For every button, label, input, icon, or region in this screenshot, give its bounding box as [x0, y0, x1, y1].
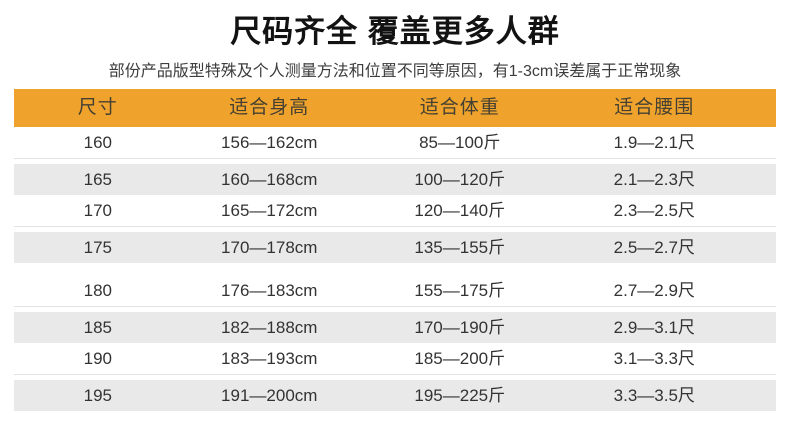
table-cell: 3.1—3.3尺 [613, 349, 695, 368]
table-cell: 2.5—2.7尺 [613, 238, 695, 257]
table-cell: 100—120斤 [414, 170, 506, 189]
column-header-weight: 适合体重 [419, 97, 500, 118]
table-cell: 191—200cm [221, 386, 318, 405]
size-chart-page: 尺码齐全 覆盖更多人群 部份产品版型特殊及个人测量方法和位置不同等原因，有1-3… [0, 14, 790, 444]
table-cell: 175 [83, 238, 112, 257]
table-cell: 176—183cm [221, 281, 318, 300]
column-header-size: 尺寸 [77, 97, 118, 118]
table-cell: 165—172cm [221, 201, 318, 220]
table-row: 195 191—200cm 195—225斤 3.3—3.5尺 [14, 380, 776, 411]
table-cell: 120—140斤 [414, 201, 506, 220]
size-table-body: 160 156—162cm 85—100斤 1.9—2.1尺 165 160—168cm 1… [14, 127, 776, 411]
table-cell: 195—225斤 [414, 386, 506, 405]
table-cell: 135—155斤 [414, 238, 506, 257]
table-cell: 183—193cm [221, 349, 318, 368]
table-row: 165 160—168cm 100—120斤 2.1—2.3尺 [14, 164, 776, 195]
column-header-height: 适合身高 [229, 97, 310, 118]
table-cell: 3.3—3.5尺 [613, 386, 695, 405]
table-cell: 156—162cm [221, 133, 318, 152]
table-cell: 2.9—3.1尺 [613, 318, 695, 337]
table-cell: 85—100斤 [419, 133, 501, 152]
table-cell: 182—188cm [221, 318, 318, 337]
column-header-waist: 适合腰围 [614, 97, 695, 118]
table-cell: 2.1—2.3尺 [613, 170, 695, 189]
page-title: 尺码齐全 覆盖更多人群 [230, 14, 560, 49]
table-cell: 190 [83, 349, 112, 368]
table-cell: 160—168cm [221, 170, 318, 189]
size-table-header-row: 尺寸 适合身高 适合体重 适合腰围 [14, 89, 776, 127]
table-cell: 1.9—2.1尺 [613, 133, 695, 152]
table-cell: 160 [83, 133, 112, 152]
table-row: 170 165—172cm 120—140斤 2.3—2.5尺 [14, 195, 776, 227]
table-cell: 195 [83, 386, 112, 405]
table-row: 185 182—188cm 170—190斤 2.9—3.1尺 [14, 312, 776, 343]
table-cell: 155—175斤 [414, 281, 506, 300]
table-cell: 170—190斤 [414, 318, 506, 337]
table-cell: 185—200斤 [414, 349, 506, 368]
table-cell: 170 [83, 201, 112, 220]
table-cell: 165 [83, 170, 112, 189]
table-row: 160 156—162cm 85—100斤 1.9—2.1尺 [14, 127, 776, 159]
page-subtitle: 部份产品版型特殊及个人测量方法和位置不同等原因，有1-3cm误差属于正常现象 [108, 63, 682, 80]
table-cell: 180 [83, 281, 112, 300]
table-row: 175 170—178cm 135—155斤 2.5—2.7尺 [14, 232, 776, 263]
table-cell: 170—178cm [221, 238, 318, 257]
size-table: 尺寸 适合身高 适合体重 适合腰围 160 156—162cm 85—100斤 1.9… [14, 89, 776, 411]
table-row: 180 176—183cm 155—175斤 2.7—2.9尺 [14, 275, 776, 307]
table-row: 190 183—193cm 185—200斤 3.1—3.3尺 [14, 343, 776, 375]
row-group-gap [14, 263, 776, 275]
table-cell: 185 [83, 318, 112, 337]
table-cell: 2.7—2.9尺 [613, 281, 695, 300]
table-cell: 2.3—2.5尺 [613, 201, 695, 220]
